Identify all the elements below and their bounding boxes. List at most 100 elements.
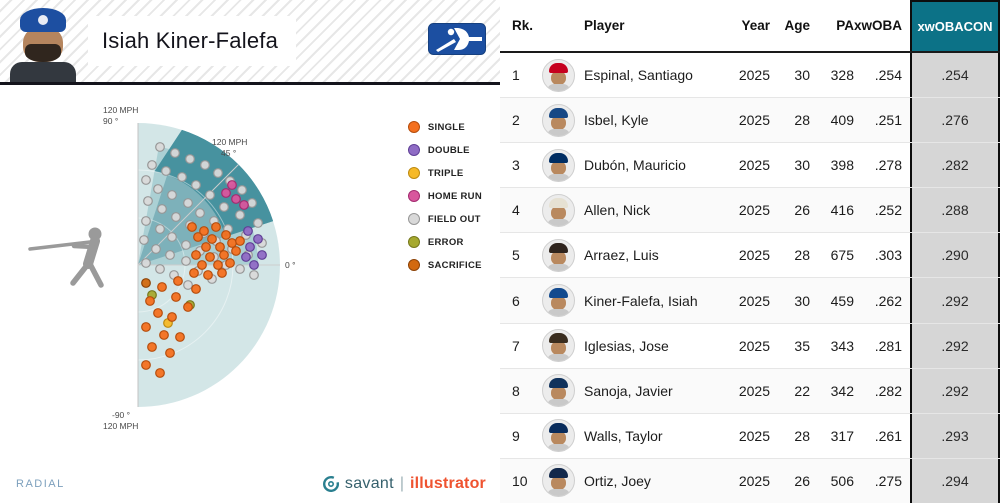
spray-dot-field-out[interactable]	[153, 184, 163, 194]
spray-dot-double[interactable]	[257, 250, 267, 260]
spray-dot-double[interactable]	[241, 252, 251, 262]
col-header-rank[interactable]: Rk.	[512, 18, 534, 33]
spray-dot-single[interactable]	[203, 270, 213, 280]
table-row[interactable]: 7 Iglesias, Jose 2025 35 343 .281 .292	[500, 323, 1000, 369]
spray-dot-home-run[interactable]	[239, 200, 249, 210]
spray-dot-field-out[interactable]	[141, 258, 151, 268]
spray-dot-double[interactable]	[249, 260, 259, 270]
spray-dot-field-out[interactable]	[235, 210, 245, 220]
player-name-cell[interactable]: Walls, Taylor	[584, 427, 663, 444]
spray-dot-field-out[interactable]	[213, 168, 223, 178]
spray-dot-field-out[interactable]	[167, 190, 177, 200]
spray-dot-field-out[interactable]	[157, 204, 167, 214]
legend-item[interactable]: DOUBLE	[407, 144, 482, 156]
spray-dot-single[interactable]	[191, 284, 201, 294]
col-header-player[interactable]: Player	[584, 18, 625, 33]
spray-dot-single[interactable]	[199, 226, 209, 236]
player-name-cell[interactable]: Allen, Nick	[584, 202, 651, 219]
spray-dot-single[interactable]	[173, 276, 183, 286]
legend-item[interactable]: ERROR	[407, 236, 482, 248]
table-row[interactable]: 3 Dubón, Mauricio 2025 30 398 .278 .282	[500, 143, 1000, 189]
player-name-cell[interactable]: Espinal, Santiago	[584, 67, 693, 84]
spray-dot-single[interactable]	[207, 234, 217, 244]
spray-dot-single[interactable]	[217, 268, 227, 278]
spray-dot-single[interactable]	[189, 268, 199, 278]
spray-dot-home-run[interactable]	[221, 188, 231, 198]
spray-dot-field-out[interactable]	[141, 216, 151, 226]
spray-dot-single[interactable]	[153, 308, 163, 318]
spray-dot-single[interactable]	[211, 222, 221, 232]
legend-item[interactable]: HOME RUN	[407, 190, 482, 202]
spray-dot-single[interactable]	[225, 258, 235, 268]
spray-dot-single[interactable]	[191, 250, 201, 260]
spray-dot-single[interactable]	[231, 246, 241, 256]
spray-dot-home-run[interactable]	[231, 194, 241, 204]
spray-dot-single[interactable]	[193, 232, 203, 242]
spray-dot-field-out[interactable]	[235, 264, 245, 274]
spray-dot-home-run[interactable]	[227, 180, 237, 190]
spray-dot-single[interactable]	[159, 330, 169, 340]
spray-dot-single[interactable]	[171, 292, 181, 302]
spray-dot-field-out[interactable]	[219, 202, 229, 212]
spray-dot-field-out[interactable]	[165, 250, 175, 260]
spray-dot-field-out[interactable]	[141, 175, 151, 185]
player-name-cell[interactable]: Arraez, Luis	[584, 247, 659, 264]
spray-dot-double[interactable]	[243, 226, 253, 236]
spray-dot-single[interactable]	[165, 348, 175, 358]
table-row[interactable]: 5 Arraez, Luis 2025 28 675 .303 .290	[500, 233, 1000, 279]
spray-dot-single[interactable]	[235, 236, 245, 246]
spray-dot-single[interactable]	[147, 342, 157, 352]
spray-dot-field-out[interactable]	[247, 198, 257, 208]
spray-dot-field-out[interactable]	[151, 244, 161, 254]
spray-dot-single[interactable]	[141, 322, 151, 332]
legend-item[interactable]: SINGLE	[407, 121, 482, 133]
spray-dot-single[interactable]	[183, 302, 193, 312]
spray-dot-field-out[interactable]	[181, 240, 191, 250]
spray-dot-single[interactable]	[155, 368, 165, 378]
spray-dot-field-out[interactable]	[181, 256, 191, 266]
col-header-xwobacon[interactable]: xwOBACON	[910, 0, 1000, 51]
spray-dot-double[interactable]	[253, 234, 263, 244]
spray-dot-field-out[interactable]	[205, 190, 215, 200]
spray-dot-single[interactable]	[219, 250, 229, 260]
legend-item[interactable]: FIELD OUT	[407, 213, 482, 225]
spray-dot-single[interactable]	[227, 238, 237, 248]
spray-dot-field-out[interactable]	[167, 232, 177, 242]
spray-dot-field-out[interactable]	[155, 224, 165, 234]
table-row[interactable]: 4 Allen, Nick 2025 26 416 .252 .288	[500, 188, 1000, 234]
spray-dot-single[interactable]	[167, 312, 177, 322]
col-header-year[interactable]: Year	[741, 18, 770, 33]
spray-dot-field-out[interactable]	[195, 208, 205, 218]
table-row[interactable]: 6 Kiner-Falefa, Isiah 2025 30 459 .262 .…	[500, 278, 1000, 324]
spray-dot-single[interactable]	[201, 242, 211, 252]
spray-dot-field-out[interactable]	[177, 172, 187, 182]
player-name-cell[interactable]: Sanoja, Javier	[584, 382, 673, 399]
spray-dot-field-out[interactable]	[237, 185, 247, 195]
col-header-age[interactable]: Age	[784, 18, 810, 33]
spray-dot-field-out[interactable]	[200, 160, 210, 170]
legend-item[interactable]: SACRIFICE	[407, 259, 482, 271]
spray-dot-single[interactable]	[221, 230, 231, 240]
spray-dot-double[interactable]	[245, 242, 255, 252]
spray-dot-field-out[interactable]	[171, 212, 181, 222]
player-name-cell[interactable]: Isbel, Kyle	[584, 112, 649, 129]
spray-dot-single[interactable]	[175, 332, 185, 342]
spray-dot-single[interactable]	[145, 296, 155, 306]
table-row[interactable]: 1 Espinal, Santiago 2025 30 328 .254 .25…	[500, 53, 1000, 99]
player-name-cell[interactable]: Kiner-Falefa, Isiah	[584, 292, 698, 309]
table-row[interactable]: 8 Sanoja, Javier 2025 22 342 .282 .292	[500, 368, 1000, 414]
spray-dot-field-out[interactable]	[155, 264, 165, 274]
spray-dot-field-out[interactable]	[147, 160, 157, 170]
spray-dot-single[interactable]	[213, 260, 223, 270]
spray-dot-single[interactable]	[157, 282, 167, 292]
spray-dot-field-out[interactable]	[191, 180, 201, 190]
spray-dot-field-out[interactable]	[170, 148, 180, 158]
spray-dot-sacrifice[interactable]	[141, 278, 151, 288]
col-header-pa[interactable]: PA	[836, 18, 854, 33]
spray-dot-field-out[interactable]	[143, 196, 153, 206]
chart-mode-label[interactable]: RADIAL	[16, 478, 65, 490]
player-name-cell[interactable]: Iglesias, Jose	[584, 337, 669, 354]
table-row[interactable]: 10 Ortiz, Joey 2025 26 506 .275 .294	[500, 458, 1000, 503]
spray-dot-field-out[interactable]	[249, 270, 259, 280]
spray-dot-single[interactable]	[205, 252, 215, 262]
